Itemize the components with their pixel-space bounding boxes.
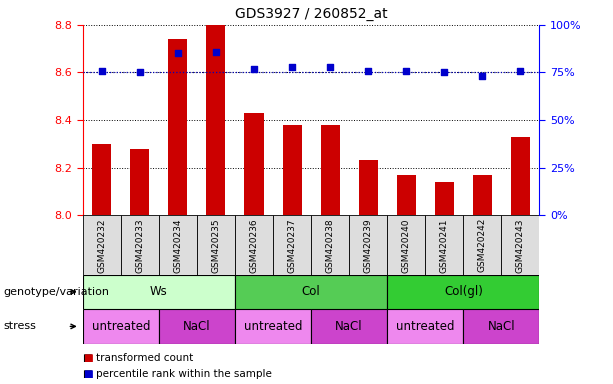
Text: untreated: untreated (91, 320, 150, 333)
Bar (463, 215, 501, 275)
Bar (159, 309, 235, 344)
Text: GSM420240: GSM420240 (402, 218, 411, 273)
Bar (387, 309, 463, 344)
Text: GSM420239: GSM420239 (364, 218, 373, 273)
Bar (349, 215, 387, 275)
Text: Col: Col (302, 285, 321, 298)
Point (249, 66, 259, 72)
Point (516, 68, 525, 74)
Text: GSM420237: GSM420237 (287, 218, 297, 273)
Point (478, 73, 487, 79)
Bar (83, 275, 235, 309)
Text: NaCl: NaCl (335, 320, 363, 333)
Text: stress: stress (3, 321, 36, 331)
Point (135, 70, 145, 76)
Bar (235, 309, 311, 344)
Bar (321, 125, 340, 215)
Point (287, 64, 297, 70)
Bar (397, 175, 416, 215)
Text: GSM420243: GSM420243 (516, 218, 525, 273)
Bar (207, 25, 226, 215)
Bar (425, 215, 463, 275)
Bar (359, 161, 378, 215)
Point (173, 50, 183, 56)
Text: Ws: Ws (150, 285, 168, 298)
Point (97, 68, 107, 74)
Bar (463, 309, 539, 344)
Title: GDS3927 / 260852_at: GDS3927 / 260852_at (235, 7, 387, 21)
Text: Col(gl): Col(gl) (444, 285, 483, 298)
Bar (169, 39, 188, 215)
Bar (93, 144, 112, 215)
Bar (311, 309, 387, 344)
Text: genotype/variation: genotype/variation (3, 287, 109, 297)
Bar (159, 215, 197, 275)
Bar (283, 125, 302, 215)
Bar (131, 149, 150, 215)
Bar (435, 182, 454, 215)
Text: ■ transformed count: ■ transformed count (83, 353, 193, 363)
Text: GSM420238: GSM420238 (326, 218, 335, 273)
Text: NaCl: NaCl (487, 320, 515, 333)
Bar (311, 215, 349, 275)
Point (402, 68, 411, 74)
Point (440, 70, 449, 76)
Text: GSM420232: GSM420232 (97, 218, 106, 273)
Point (326, 64, 335, 70)
Bar (121, 215, 159, 275)
Bar (83, 215, 121, 275)
Bar (387, 275, 539, 309)
Bar (511, 137, 530, 215)
Bar (387, 215, 425, 275)
Bar (235, 275, 387, 309)
Text: GSM420233: GSM420233 (135, 218, 144, 273)
Text: GSM420241: GSM420241 (440, 218, 449, 273)
Text: ■ percentile rank within the sample: ■ percentile rank within the sample (83, 369, 272, 379)
Bar (235, 215, 273, 275)
Text: GSM420242: GSM420242 (478, 218, 487, 272)
Text: GSM420234: GSM420234 (173, 218, 183, 273)
Bar (197, 215, 235, 275)
Point (364, 68, 373, 74)
Text: ■: ■ (83, 369, 93, 379)
Text: GSM420236: GSM420236 (249, 218, 259, 273)
Bar (501, 215, 539, 275)
Bar (473, 175, 492, 215)
Text: NaCl: NaCl (183, 320, 211, 333)
Text: ■: ■ (83, 353, 93, 363)
Bar (245, 113, 264, 215)
Text: GSM420235: GSM420235 (211, 218, 221, 273)
Text: untreated: untreated (396, 320, 454, 333)
Text: untreated: untreated (244, 320, 302, 333)
Bar (273, 215, 311, 275)
Point (211, 48, 221, 55)
Bar (83, 309, 159, 344)
